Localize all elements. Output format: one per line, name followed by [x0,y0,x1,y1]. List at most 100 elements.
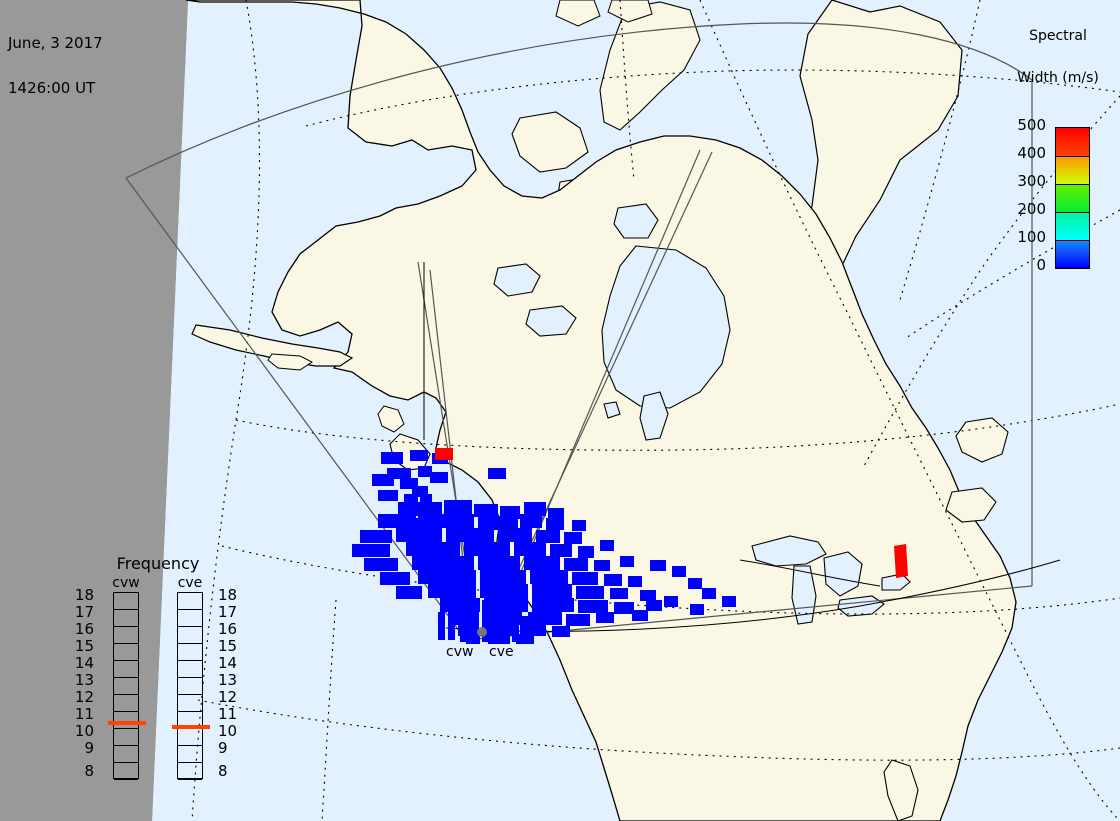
colorbar-title-line1: Spectral [1029,28,1087,44]
freq-scale-left-15: 15 [74,637,94,655]
colorbar-tick-100: 100 [1017,228,1046,246]
high-width-cell-lake-ontario [894,544,908,578]
freq-cell [178,695,202,712]
colorbar-segment-300-400 [1056,156,1089,184]
freq-scale-right-12: 12 [218,688,238,706]
freq-scale-left-11: 11 [74,705,94,723]
freq-cell [114,729,138,746]
meridian-b [321,599,337,821]
frequency-scale-right: 18 17 16 15 14 13 12 11 10 9 8 [218,588,240,780]
freq-cell [178,610,202,627]
colorbar-tick-list: 500 400 300 200 100 0 [1000,118,1050,276]
freq-cell [114,678,138,695]
freq-scale-left-17: 17 [74,603,94,621]
freq-cell [178,627,202,644]
inland-water-layer [493,203,911,625]
colorbar-strip [1055,127,1090,269]
colorbar-tick-0: 0 [1036,256,1046,274]
frequency-panel: Frequency 18 17 16 15 14 13 12 11 10 9 8… [75,554,237,806]
freq-scale-right-17: 17 [218,603,238,621]
backscatter-data-layer [352,448,908,644]
newfoundland [955,417,1009,463]
freq-scale-right-18: 18 [218,586,238,604]
freq-scale-right-8: 8 [218,762,228,780]
colorbar-segment-100-200 [1056,212,1089,240]
freq-scale-left-8: 8 [84,762,94,780]
alaska-peninsula [191,324,354,367]
meridian-e [899,0,981,301]
freq-scale-left-12: 12 [74,688,94,706]
timestamp-block: June, 3 2017 1426:00 UT [8,6,103,126]
freq-scale-right-9: 9 [218,739,228,757]
frequency-scale-left: 18 17 16 15 14 13 12 11 10 9 8 [72,588,94,780]
freq-scale-right-14: 14 [218,654,238,672]
colorbar-segment-200-300 [1056,184,1089,212]
freq-cell [114,712,138,729]
us-canada-border-49th [445,559,1061,632]
freq-cell [114,644,138,661]
freq-scale-left-14: 14 [74,654,94,672]
freq-cell [178,661,202,678]
freq-cell [178,729,202,746]
us-canada-border-lakes [739,559,881,587]
island-top-a [555,0,601,27]
timestamp-time: 1426:00 UT [8,79,96,97]
political-border-layer [423,262,1061,632]
freq-cell [114,695,138,712]
foxe-basin [613,203,659,239]
lake-huron [823,551,863,597]
freq-scale-right-11: 11 [218,705,238,723]
frequency-column-cve-label: cve [177,575,203,591]
great-bear-lake [493,263,541,297]
aleutian-fragment [267,353,313,371]
freq-cell [114,661,138,678]
fov-cve-right-edge [485,151,713,641]
meridian-c [619,0,635,181]
freq-cell [114,593,138,610]
frequency-marker-cvw [108,721,146,725]
lake-winnipeg [639,391,669,441]
station-label-cvw: cvw [446,644,474,660]
timestamp-date: June, 3 2017 [8,34,103,52]
freq-scale-left-16: 16 [74,620,94,638]
lake-michigan [791,565,817,625]
hudson-bay [601,245,731,409]
colorbar-tick-500: 500 [1017,116,1046,134]
frequency-title: Frequency [116,554,200,573]
colorbar-title-line2: Width (m/s) [1017,70,1099,86]
radar-station-marker [477,627,487,637]
parallel-a [235,403,1120,451]
freq-scale-left-9: 9 [84,739,94,757]
backscatter-high-width-cells [435,448,908,578]
station-label-cve: cve [489,644,514,660]
freq-cell [114,627,138,644]
fov-outer-arc [125,22,1033,179]
great-slave-lake [525,305,577,337]
frequency-bar-cve [172,592,210,780]
freq-scale-left-10: 10 [74,722,94,740]
colorbar-tick-400: 400 [1017,144,1046,162]
freq-cell [178,746,202,763]
frequency-column-cvw: cvw [98,576,154,780]
colorbar-panel: Spectral Width (m/s) 500 400 300 200 100… [1000,0,1116,277]
freq-cell [178,678,202,695]
freq-scale-left-13: 13 [74,671,94,689]
freq-cell [178,644,202,661]
backscatter-low-width-cells [352,450,736,644]
freq-scale-right-15: 15 [218,637,238,655]
fov-radial-west [125,177,467,641]
florida-peninsula [883,759,919,821]
freq-scale-right-16: 16 [218,620,238,638]
gray-mask-wedge [0,0,188,821]
colorbar-segment-400-500 [1056,128,1089,156]
freq-scale-right-13: 13 [218,671,238,689]
freq-cell [178,593,202,610]
colorbar-segment-0-100 [1056,240,1089,268]
queen-charlotte-islands [377,405,405,433]
frequency-marker-cve [172,725,210,729]
colorbar-tick-200: 200 [1017,200,1046,218]
freq-scale-left-18: 18 [74,586,94,604]
colorbar-tick-300: 300 [1017,172,1046,190]
